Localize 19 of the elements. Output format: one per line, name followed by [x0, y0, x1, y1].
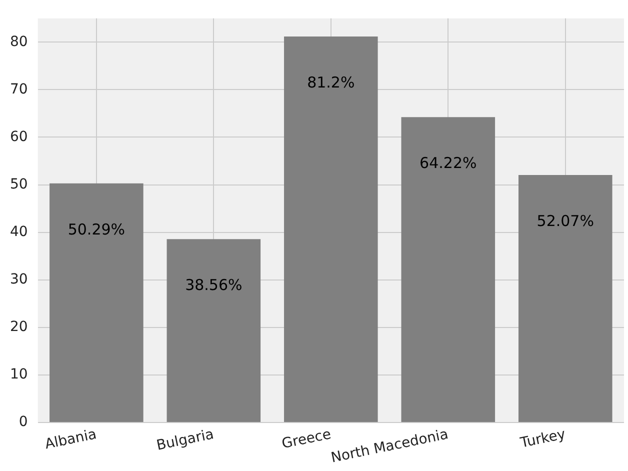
data-label: 64.22%: [420, 154, 477, 172]
data-label: 38.56%: [185, 276, 242, 294]
x-tick-label: Greece: [280, 426, 332, 452]
data-label: 52.07%: [536, 212, 594, 230]
y-tick-label: 80: [10, 34, 28, 50]
y-tick-label: 70: [10, 81, 28, 98]
y-tick-label: 50: [10, 176, 28, 192]
x-tick-label: North Macedonia: [330, 426, 450, 466]
x-tick-label: Turkey: [518, 426, 567, 452]
data-label: 81.2%: [307, 73, 355, 92]
y-tick-label: 40: [10, 224, 28, 240]
y-tick-label: 10: [10, 366, 28, 383]
y-tick-label: 20: [10, 319, 28, 336]
y-tick-label: 60: [10, 128, 28, 145]
y-tick-label: 0: [18, 414, 28, 430]
y-tick-label: 30: [10, 271, 28, 288]
x-tick-label: Albania: [44, 426, 98, 453]
data-label: 50.29%: [68, 220, 126, 238]
x-tick-label: Bulgaria: [155, 426, 216, 454]
